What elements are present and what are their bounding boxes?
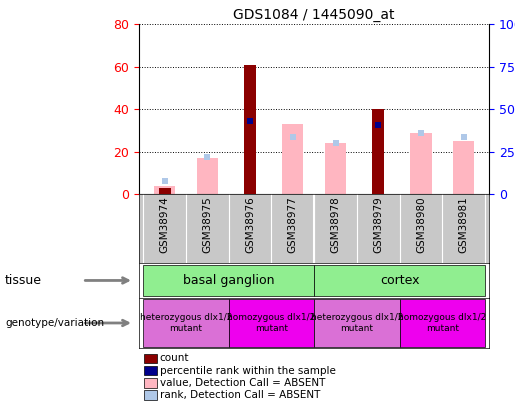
Text: basal ganglion: basal ganglion [183, 274, 274, 287]
Text: GSM38981: GSM38981 [459, 196, 469, 253]
Text: GSM38980: GSM38980 [416, 196, 426, 253]
Text: tissue: tissue [5, 274, 42, 287]
Text: GSM38976: GSM38976 [245, 196, 255, 253]
Bar [282, 124, 303, 194]
Text: percentile rank within the sample: percentile rank within the sample [160, 366, 336, 375]
Bar [159, 188, 170, 194]
Bar [154, 186, 175, 194]
Text: count: count [160, 354, 189, 363]
Bar [314, 299, 400, 347]
Text: value, Detection Call = ABSENT: value, Detection Call = ABSENT [160, 378, 325, 388]
Text: cortex: cortex [380, 274, 419, 287]
Text: heterozygous dlx1/2
mutant: heterozygous dlx1/2 mutant [140, 313, 232, 333]
Bar [372, 109, 384, 194]
Text: homozygous dlx1/2
mutant: homozygous dlx1/2 mutant [227, 313, 316, 333]
Title: GDS1084 / 1445090_at: GDS1084 / 1445090_at [233, 8, 395, 22]
Bar [453, 141, 474, 194]
Bar [229, 299, 314, 347]
Bar [143, 299, 229, 347]
Bar [325, 143, 346, 194]
Text: GSM38979: GSM38979 [373, 196, 383, 253]
Bar [143, 265, 314, 296]
Bar [400, 299, 485, 347]
Bar [197, 158, 218, 194]
Text: GSM38977: GSM38977 [288, 196, 298, 253]
Text: GSM38974: GSM38974 [160, 196, 169, 253]
Bar [244, 65, 256, 194]
Bar [314, 265, 485, 296]
Text: GSM38975: GSM38975 [202, 196, 212, 253]
Text: rank, Detection Call = ABSENT: rank, Detection Call = ABSENT [160, 390, 320, 400]
Text: heterozygous dlx1/2
mutant: heterozygous dlx1/2 mutant [311, 313, 403, 333]
Text: genotype/variation: genotype/variation [5, 318, 104, 328]
Bar [410, 133, 432, 194]
Text: homozygous dlx1/2
mutant: homozygous dlx1/2 mutant [398, 313, 486, 333]
Text: GSM38978: GSM38978 [331, 196, 340, 253]
